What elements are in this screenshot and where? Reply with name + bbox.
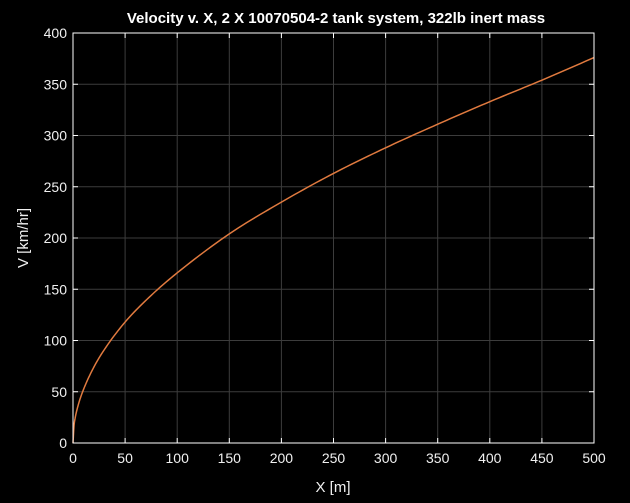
- x-tick-label: 500: [582, 450, 606, 466]
- velocity-series-line: [72, 56, 595, 444]
- y-tick-label: 0: [59, 435, 67, 451]
- y-axis-label: V [km/hr]: [15, 208, 32, 268]
- x-tick-label: 450: [530, 450, 554, 466]
- x-axis-label: X [m]: [315, 479, 350, 496]
- y-tick-label: 300: [44, 128, 68, 144]
- x-tick-label: 0: [69, 450, 77, 466]
- chart-title: Velocity v. X, 2 X 10070504-2 tank syste…: [127, 10, 545, 27]
- y-tick-label: 400: [44, 25, 68, 41]
- y-tick-label: 150: [44, 281, 68, 297]
- x-tick-label: 200: [270, 450, 294, 466]
- x-tick-labels: 0 50 100 150 200 250 300 350 400 450 500: [69, 450, 606, 466]
- x-tick-label: 350: [426, 450, 450, 466]
- tick-marks: [72, 32, 595, 444]
- y-tick-label: 350: [44, 76, 68, 92]
- x-tick-label: 400: [478, 450, 502, 466]
- y-tick-label: 50: [51, 384, 67, 400]
- x-tick-label: 300: [374, 450, 398, 466]
- y-tick-label: 200: [44, 230, 68, 246]
- y-tick-labels: 0 50 100 150 200 250 300 350 400: [44, 25, 68, 451]
- x-tick-label: 150: [218, 450, 242, 466]
- y-tick-label: 100: [44, 333, 68, 349]
- x-tick-label: 100: [166, 450, 190, 466]
- x-tick-label: 50: [117, 450, 133, 466]
- y-tick-label: 250: [44, 179, 68, 195]
- x-tick-label: 250: [322, 450, 346, 466]
